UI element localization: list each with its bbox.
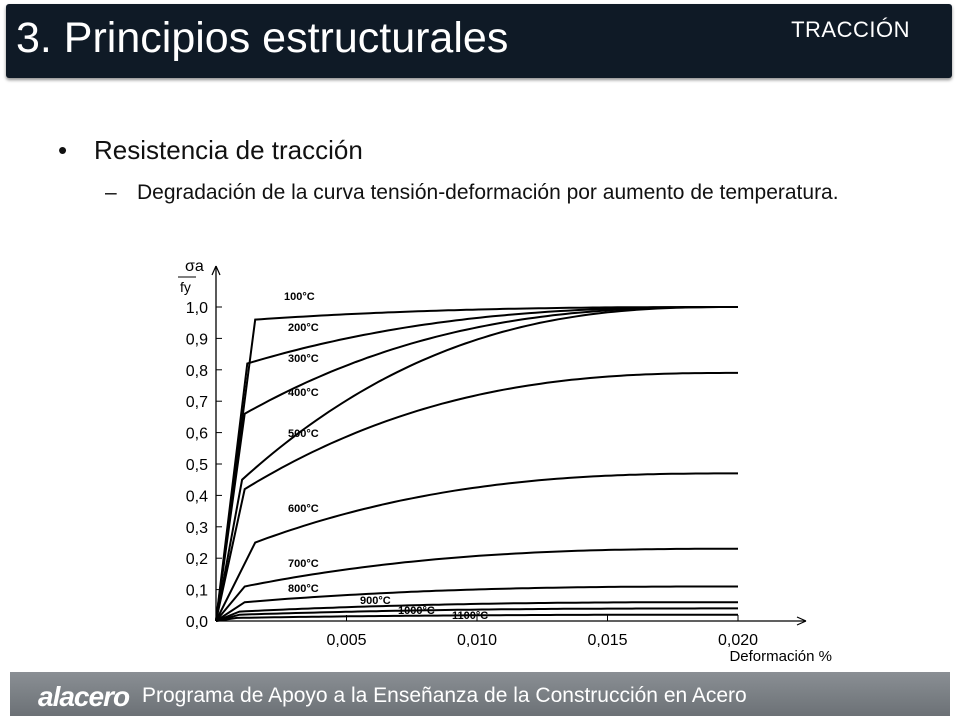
- sub-bullet-dash: –: [105, 181, 117, 204]
- series-label: 1100°C: [452, 610, 488, 622]
- footer-text: Programa de Apoyo a la Enseñanza de la C…: [142, 684, 747, 707]
- x-tick-label: 0,020: [718, 632, 758, 649]
- series-label: 100°C: [284, 291, 315, 303]
- series-label: 600°C: [288, 503, 319, 515]
- series-label: 300°C: [288, 353, 319, 365]
- chart-curves: [215, 306, 738, 622]
- series-line-400c: [215, 306, 738, 622]
- chart-labels: σa fy Deformación % 100°C 200°C 300°C 400°C 500…: [178, 258, 832, 665]
- y-tick-label: 0,5: [186, 457, 208, 474]
- y-tick-label: 0,9: [186, 331, 208, 348]
- header-bar: 3. Principios estructurales TRACCIÓN: [6, 4, 952, 78]
- series-label: 800°C: [288, 583, 319, 595]
- bullet-text: Resistencia de tracción: [94, 135, 363, 165]
- series-line-600c: [215, 472, 738, 622]
- y-tick-label: 0,4: [186, 488, 208, 505]
- series-label: 700°C: [288, 558, 319, 570]
- series-label: 1000°C: [398, 605, 435, 617]
- y-tick-label: 1,0: [186, 300, 208, 317]
- series-line-900c: [215, 601, 738, 622]
- series-line-700c: [215, 547, 738, 622]
- x-axis-arrow-icon: [796, 616, 807, 626]
- y-tick-label: 0,8: [186, 363, 208, 380]
- x-tick-label: 0,010: [457, 632, 497, 649]
- y-tick-label: 0,2: [186, 551, 208, 568]
- series-line-500c: [215, 371, 738, 622]
- y-axis-label-denominator: fy: [180, 279, 191, 295]
- y-tick-label: 0,3: [186, 520, 208, 537]
- series-label: 500°C: [288, 428, 319, 440]
- series-label: 200°C: [288, 322, 319, 334]
- footer-logo: alacero: [38, 681, 130, 712]
- chart-axes: 0,0 0,1 0,2 0,3 0,4 0,5 0,6 0,7 0,8 0,9 1,0 0,005 0,…: [186, 265, 807, 649]
- y-tick-label: 0,0: [186, 614, 208, 631]
- series-line-1100c: [215, 613, 738, 622]
- series-line-800c: [215, 585, 738, 622]
- series-label: 900°C: [360, 595, 391, 607]
- x-tick-label: 0,005: [326, 632, 366, 649]
- bullet-item: • Resistencia de tracción: [58, 135, 363, 166]
- slide-title: 3. Principios estructurales: [16, 14, 509, 62]
- bullet-dot-icon: •: [58, 135, 68, 165]
- series-line-1000c: [215, 607, 738, 622]
- y-tick-label: 0,6: [186, 426, 208, 443]
- y-tick-label: 0,7: [186, 394, 208, 411]
- series-label: 400°C: [288, 387, 319, 399]
- section-tag: TRACCIÓN: [791, 17, 910, 42]
- y-tick-label: 0,1: [186, 583, 208, 600]
- footer-bar: [10, 672, 950, 716]
- sub-bullet-text: Degradación de la curva tensión-deformac…: [137, 181, 839, 204]
- x-axis-label: Deformación %: [729, 648, 832, 665]
- y-axis-arrow-icon: [211, 265, 221, 276]
- y-axis-label-numerator: σa: [185, 258, 204, 275]
- x-tick-label: 0,015: [587, 632, 627, 649]
